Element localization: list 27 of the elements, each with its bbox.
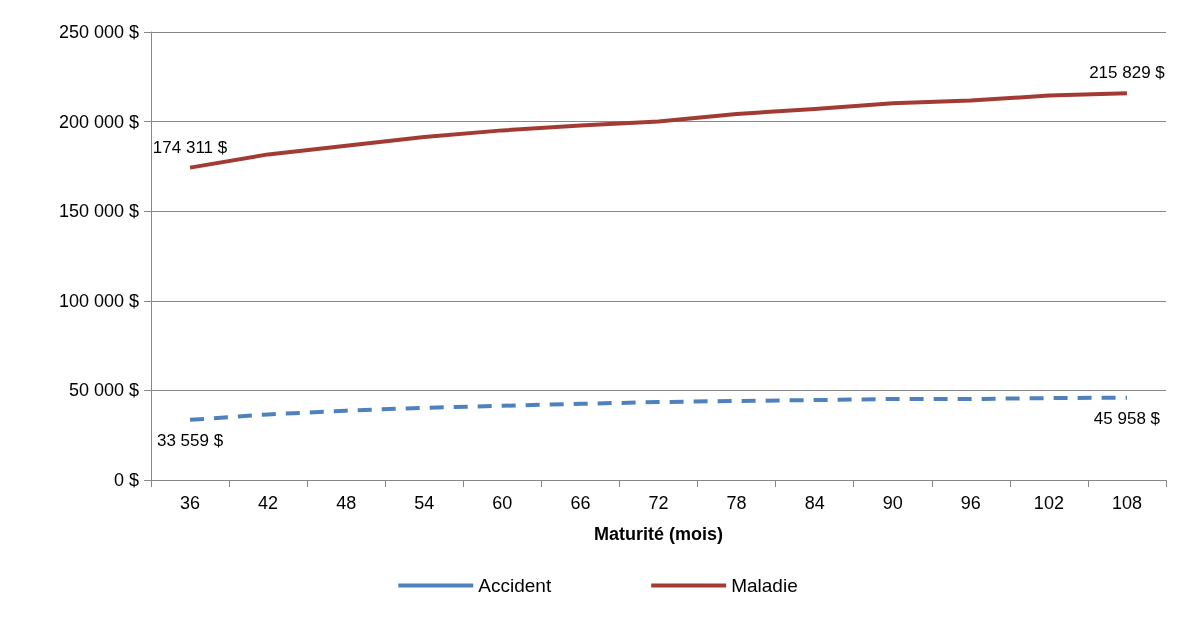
x-tick-label: 102 [1033, 493, 1064, 513]
y-tick-label: 50 000 $ [68, 380, 139, 401]
y-tick-label: 200 000 $ [58, 111, 139, 132]
x-tick-label: 96 [960, 493, 981, 513]
y-tick-label: 250 000 $ [58, 22, 139, 42]
y-tick-label: 100 000 $ [58, 290, 139, 311]
x-tick-label: 36 [180, 493, 201, 513]
x-tick-label: 90 [882, 493, 903, 513]
x-tick-label: 78 [726, 493, 747, 513]
x-tick-label: 72 [648, 493, 669, 513]
x-axis-title: Maturité (mois) [593, 524, 724, 544]
legend-label: Accident [478, 575, 552, 596]
x-tick-label: 84 [804, 493, 825, 513]
x-tick-label: 66 [570, 493, 591, 513]
data-label: 215 829 $ [1089, 63, 1166, 83]
data-label: 45 958 $ [1093, 408, 1161, 428]
data-label: 174 311 $ [152, 137, 228, 157]
x-tick-label: 42 [258, 493, 279, 513]
line-series [188, 91, 1129, 170]
x-tick-label: 48 [336, 493, 357, 513]
x-tick-label: 108 [1111, 493, 1142, 513]
y-tick-label: 0 $ [113, 470, 139, 490]
data-label: 33 559 $ [156, 430, 224, 450]
x-tick-label: 60 [492, 493, 513, 513]
y-tick-label: 150 000 $ [58, 201, 139, 222]
x-tick-label: 54 [414, 493, 435, 513]
legend-label: Maladie [731, 575, 798, 596]
